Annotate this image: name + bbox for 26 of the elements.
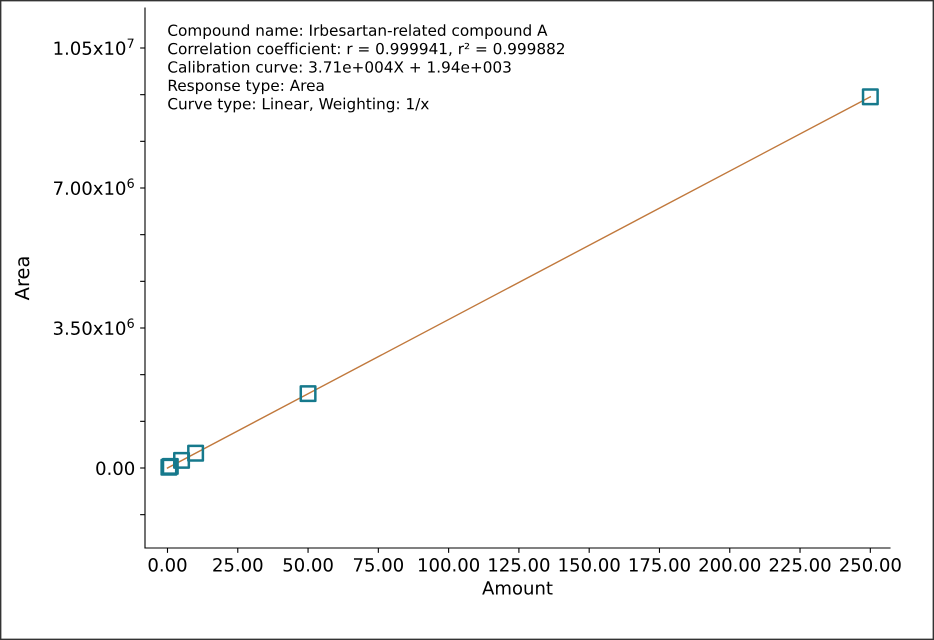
y-tick-label: 1.05x10$^{7}$ [54,38,134,55]
x-axis-title: Amount [482,581,553,595]
y-tick-label: 0.00 [96,461,134,476]
x-tick-label: 75.00 [354,558,403,572]
annotation: Compound name: Irbesartan-related compound A [168,24,548,39]
x-tick-label: 250.00 [840,558,901,572]
x-tick-label: 150.00 [560,558,620,572]
x-tick-label: 200.00 [699,558,760,572]
x-tick-label: 25.00 [213,558,262,572]
x-tick-label: 125.00 [489,558,550,572]
x-tick-label: 50.00 [284,558,333,572]
y-tick-label: 7.00x10$^{6}$ [54,178,134,195]
x-tick-label: 175.00 [630,558,690,572]
point [300,385,317,402]
annotation: Calibration curve: 3.71e+004X + 1.94e+003 [168,60,511,73]
y-tick-label: 3.50x10$^{6}$ [54,318,134,335]
annotation: Curve type: Linear, Weighting: 1/x [168,98,429,112]
point [173,452,190,469]
x-tick-label: 0.00 [148,558,186,572]
annotation: Response type: Area [168,80,324,94]
point [187,444,204,462]
x-tick-label: 100.00 [419,558,480,572]
x-tick-label: 225.00 [770,558,830,572]
y-axis-title: Area [14,257,30,300]
point [862,88,879,106]
annotation: Correlation coefficient: r = 0.999941, r² = 0.999882 [168,42,564,56]
